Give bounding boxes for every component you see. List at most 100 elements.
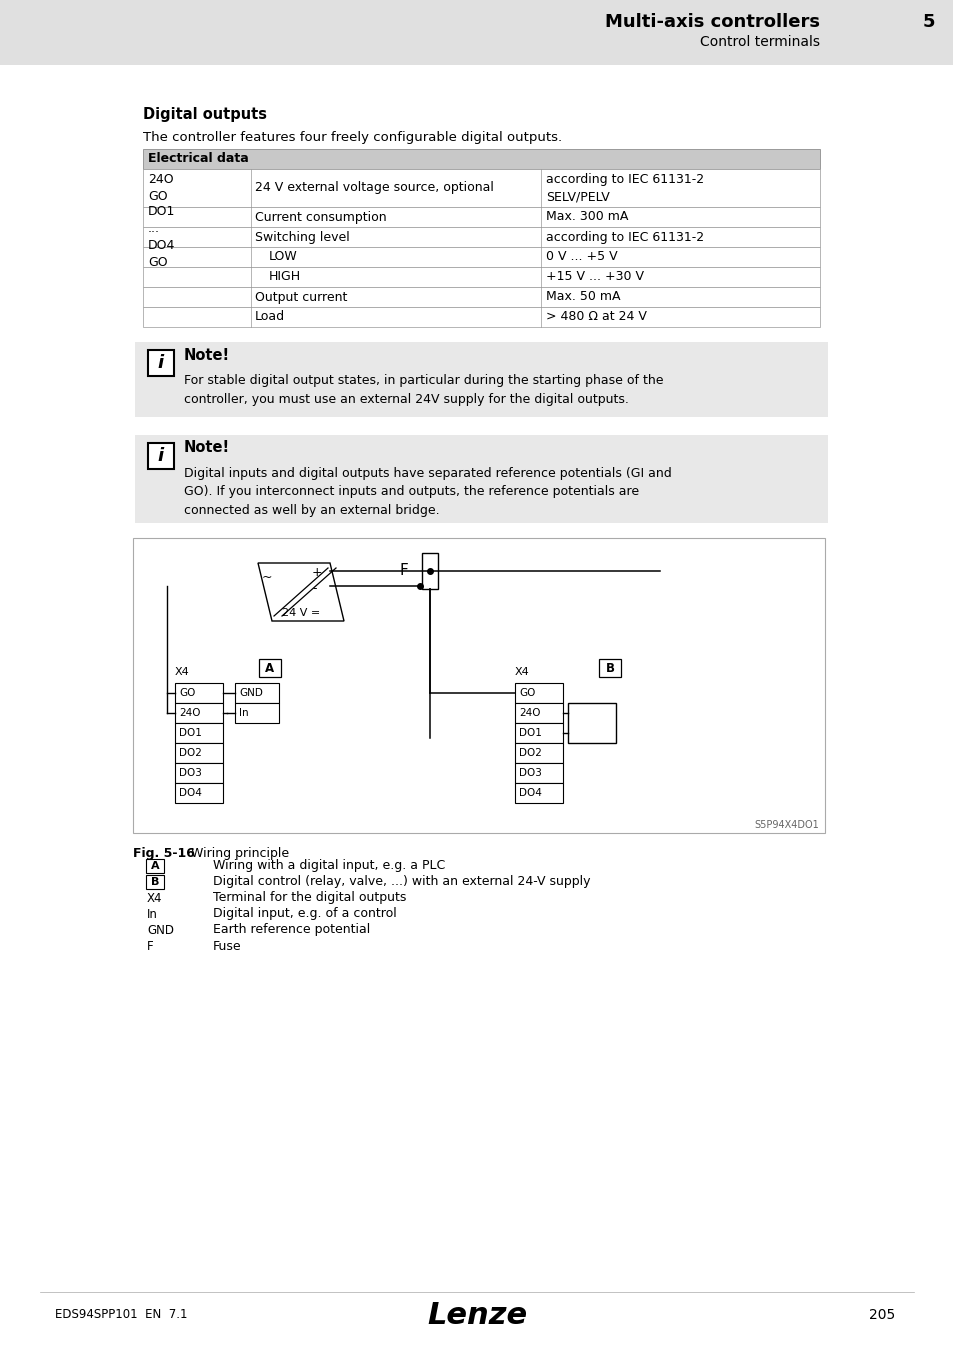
Text: Switching level: Switching level <box>254 231 350 243</box>
Text: Fig. 5-16: Fig. 5-16 <box>132 846 194 860</box>
Text: DO3: DO3 <box>179 768 202 778</box>
Text: 24O
GO: 24O GO <box>148 173 173 202</box>
Text: 24O: 24O <box>518 707 540 718</box>
Text: i: i <box>158 354 164 373</box>
Bar <box>598 659 620 676</box>
Bar <box>174 783 223 803</box>
Bar <box>258 659 281 676</box>
Bar <box>515 703 562 724</box>
Text: B: B <box>605 662 614 675</box>
Bar <box>515 783 562 803</box>
Text: S5P94X4DO1: S5P94X4DO1 <box>754 819 818 830</box>
Text: DO4: DO4 <box>518 788 541 798</box>
Text: +15 V ... +30 V: +15 V ... +30 V <box>545 270 643 284</box>
Text: The controller features four freely configurable digital outputs.: The controller features four freely conf… <box>143 131 561 143</box>
Text: B: B <box>151 878 159 887</box>
Bar <box>143 227 820 247</box>
Text: ~: ~ <box>262 571 273 585</box>
Text: 24O: 24O <box>179 707 200 718</box>
Bar <box>234 683 278 703</box>
Bar <box>515 724 562 742</box>
Bar <box>135 342 827 417</box>
Text: Fuse: Fuse <box>213 940 241 953</box>
Bar <box>148 350 173 377</box>
Text: Note!: Note! <box>184 347 230 363</box>
Bar <box>174 683 223 703</box>
Text: DO1: DO1 <box>518 728 541 738</box>
Text: Max. 300 mA: Max. 300 mA <box>545 211 628 224</box>
Text: Max. 50 mA: Max. 50 mA <box>545 290 619 304</box>
Bar <box>174 743 223 763</box>
Text: GO: GO <box>179 688 195 698</box>
Text: For stable digital output states, in particular during the starting phase of the: For stable digital output states, in par… <box>184 374 662 405</box>
Polygon shape <box>257 563 344 621</box>
Text: i: i <box>158 447 164 464</box>
Text: DO2: DO2 <box>179 748 202 757</box>
Text: Load: Load <box>254 310 285 324</box>
Text: F: F <box>147 940 153 953</box>
Text: 24 V =: 24 V = <box>282 608 320 618</box>
Bar <box>143 148 820 169</box>
Text: Terminal for the digital outputs: Terminal for the digital outputs <box>213 891 406 904</box>
Text: Current consumption: Current consumption <box>254 211 386 224</box>
Bar <box>567 703 616 742</box>
Text: F: F <box>399 563 408 578</box>
Bar <box>515 763 562 783</box>
Bar <box>146 859 164 873</box>
Text: > 480 Ω at 24 V: > 480 Ω at 24 V <box>545 310 646 324</box>
Text: 0 V ... +5 V: 0 V ... +5 V <box>545 251 617 263</box>
Text: Lenze: Lenze <box>427 1300 526 1330</box>
Text: X4: X4 <box>515 667 529 676</box>
Text: 24 V external voltage source, optional: 24 V external voltage source, optional <box>254 181 494 194</box>
Bar <box>515 683 562 703</box>
Text: Wiring principle: Wiring principle <box>191 846 289 860</box>
Bar <box>146 875 164 890</box>
Text: DO4: DO4 <box>179 788 202 798</box>
Bar <box>135 435 827 522</box>
Bar <box>174 763 223 783</box>
Bar <box>143 267 820 288</box>
Text: Digital control (relay, valve, ...) with an external 24-V supply: Digital control (relay, valve, ...) with… <box>213 876 590 888</box>
Text: In: In <box>239 707 249 718</box>
Bar <box>148 443 173 468</box>
Text: DO1: DO1 <box>179 728 202 738</box>
Text: GND: GND <box>239 688 263 698</box>
Text: +: + <box>312 567 322 579</box>
Text: -: - <box>312 582 316 595</box>
Text: Control terminals: Control terminals <box>700 35 820 49</box>
Text: 205: 205 <box>868 1308 894 1322</box>
Text: GO: GO <box>518 688 535 698</box>
Text: A: A <box>151 861 159 871</box>
Bar <box>143 169 820 207</box>
Text: 5: 5 <box>922 14 934 31</box>
Bar <box>174 703 223 724</box>
Text: according to IEC 61131-2: according to IEC 61131-2 <box>545 231 703 243</box>
Text: Digital outputs: Digital outputs <box>143 108 267 123</box>
Bar <box>143 207 820 227</box>
Text: LOW: LOW <box>269 251 297 263</box>
Text: EDS94SPP101  EN  7.1: EDS94SPP101 EN 7.1 <box>55 1308 188 1322</box>
Text: HIGH: HIGH <box>269 270 301 284</box>
Text: Note!: Note! <box>184 440 230 455</box>
Bar <box>234 703 278 724</box>
Bar <box>132 539 824 833</box>
Text: DO3: DO3 <box>518 768 541 778</box>
Bar <box>143 288 820 306</box>
Bar <box>515 743 562 763</box>
Text: A: A <box>265 662 274 675</box>
Bar <box>143 247 820 267</box>
Text: GND: GND <box>147 923 173 937</box>
Text: Output current: Output current <box>254 290 347 304</box>
Bar <box>421 554 437 589</box>
Text: In: In <box>147 907 157 921</box>
Text: according to IEC 61131-2
SELV/PELV: according to IEC 61131-2 SELV/PELV <box>545 173 703 202</box>
Text: Digital input, e.g. of a control: Digital input, e.g. of a control <box>213 907 396 921</box>
Text: Earth reference potential: Earth reference potential <box>213 923 370 937</box>
Text: X4: X4 <box>174 667 190 676</box>
Text: DO1
...
DO4
GO: DO1 ... DO4 GO <box>148 205 175 269</box>
Text: Digital inputs and digital outputs have separated reference potentials (GI and
G: Digital inputs and digital outputs have … <box>184 467 671 517</box>
Bar <box>174 724 223 742</box>
Text: Wiring with a digital input, e.g. a PLC: Wiring with a digital input, e.g. a PLC <box>213 860 445 872</box>
Bar <box>143 306 820 327</box>
Text: DO2: DO2 <box>518 748 541 757</box>
